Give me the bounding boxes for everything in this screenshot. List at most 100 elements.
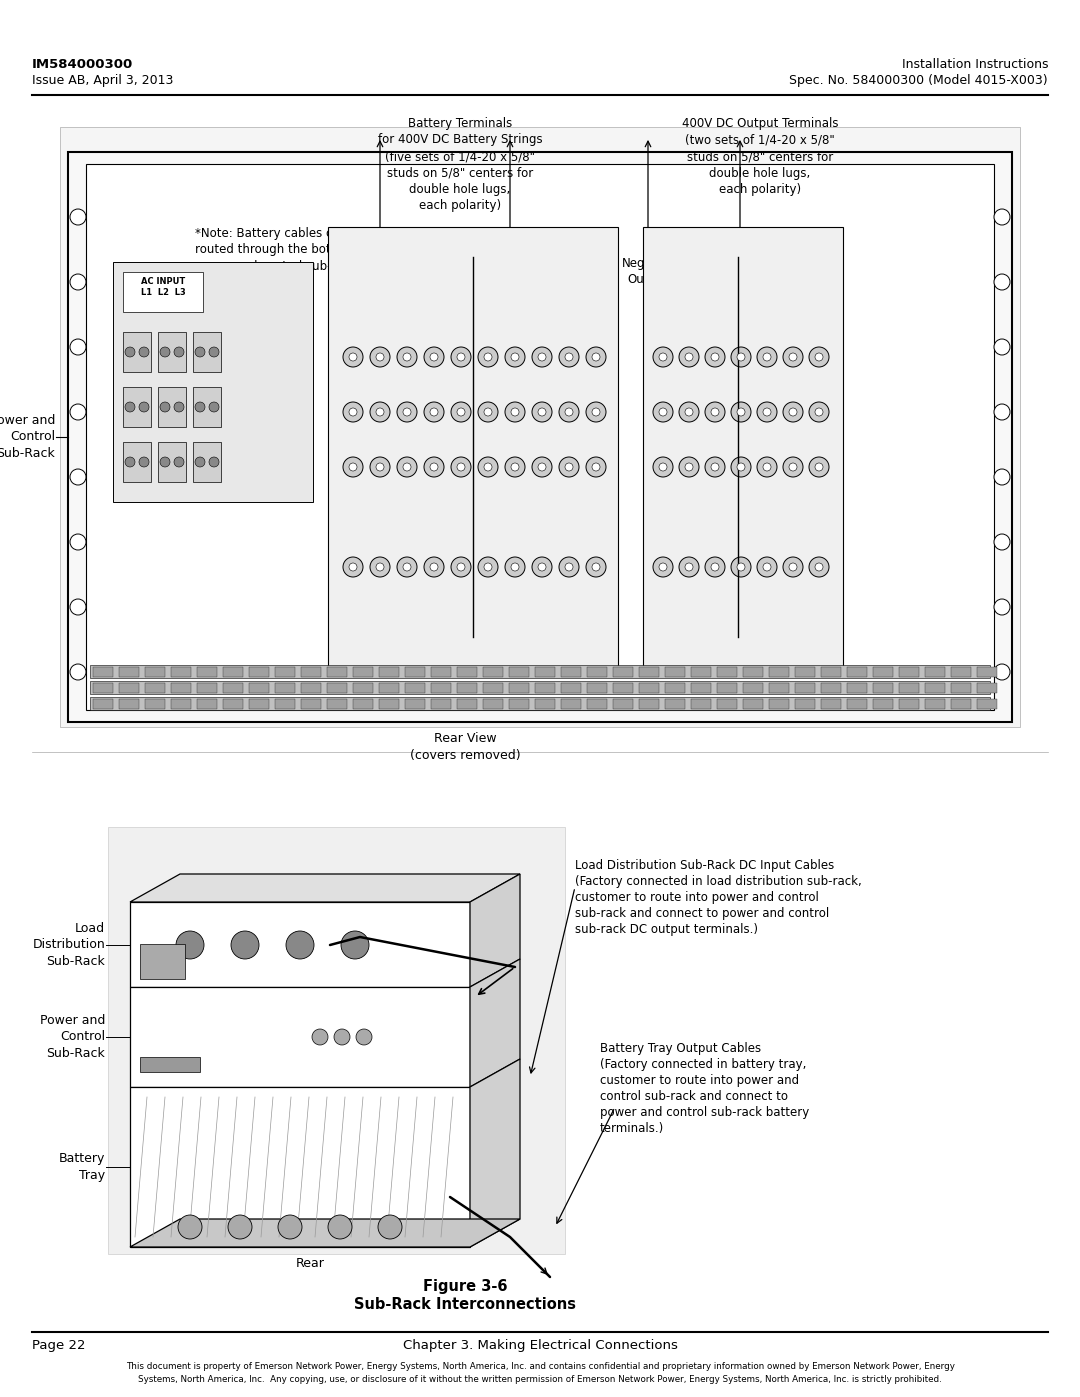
Circle shape (653, 346, 673, 367)
Circle shape (424, 557, 444, 577)
Circle shape (370, 346, 390, 367)
Bar (197, 698, 217, 710)
Circle shape (538, 408, 546, 416)
Circle shape (731, 457, 751, 476)
Text: Systems, North America, Inc.  Any copying, use, or disclosure of it without the : Systems, North America, Inc. Any copying… (138, 1375, 942, 1384)
Bar (588, 666, 607, 678)
Circle shape (70, 664, 86, 680)
Circle shape (653, 457, 673, 476)
Bar (327, 683, 347, 693)
Bar (899, 698, 919, 710)
Circle shape (994, 210, 1010, 225)
Bar (93, 683, 113, 693)
Text: Load Distribution Sub-Rack DC Input Cables: Load Distribution Sub-Rack DC Input Cabl… (575, 859, 834, 872)
Bar (171, 683, 191, 693)
Circle shape (70, 534, 86, 550)
Text: Battery Tray Output Cables: Battery Tray Output Cables (600, 1042, 761, 1055)
Bar (123, 272, 203, 312)
Circle shape (565, 563, 573, 571)
Bar (158, 332, 186, 372)
Text: Positive
Output: Positive Output (717, 257, 762, 286)
Bar (951, 698, 971, 710)
Polygon shape (470, 1059, 519, 1248)
Text: Sub-Rack Interconnections: Sub-Rack Interconnections (354, 1296, 576, 1312)
Circle shape (705, 346, 725, 367)
Bar (743, 683, 762, 693)
Bar (665, 698, 685, 710)
Bar (691, 698, 711, 710)
Bar (379, 698, 399, 710)
Circle shape (511, 353, 519, 360)
Circle shape (451, 457, 471, 476)
Circle shape (731, 346, 751, 367)
Bar (873, 698, 893, 710)
Circle shape (809, 346, 829, 367)
Text: (Factory connected in battery tray,
customer to route into power and
control sub: (Factory connected in battery tray, cust… (600, 1058, 809, 1134)
Circle shape (376, 563, 384, 571)
Circle shape (809, 402, 829, 422)
Bar (90, 697, 990, 710)
Circle shape (809, 557, 829, 577)
Bar (108, 827, 565, 1255)
Circle shape (378, 1215, 402, 1239)
Circle shape (478, 346, 498, 367)
Bar (509, 666, 529, 678)
Polygon shape (470, 958, 519, 1087)
Circle shape (679, 402, 699, 422)
Bar (379, 666, 399, 678)
Circle shape (343, 457, 363, 476)
Circle shape (653, 557, 673, 577)
Text: Issue AB, April 3, 2013: Issue AB, April 3, 2013 (32, 74, 174, 87)
Bar (535, 666, 555, 678)
Circle shape (356, 1030, 372, 1045)
Circle shape (783, 346, 804, 367)
Text: Installation Instructions: Installation Instructions (902, 59, 1048, 71)
Polygon shape (130, 902, 470, 988)
Circle shape (511, 462, 519, 471)
Text: Rear: Rear (296, 1257, 324, 1270)
Bar (145, 666, 165, 678)
Circle shape (403, 462, 411, 471)
Circle shape (559, 557, 579, 577)
Bar (431, 683, 451, 693)
Circle shape (711, 408, 719, 416)
Bar (90, 680, 990, 694)
Text: Power and
Control
Sub-Rack: Power and Control Sub-Rack (40, 1014, 105, 1060)
Bar (197, 683, 217, 693)
Circle shape (160, 346, 170, 358)
Circle shape (809, 457, 829, 476)
Bar (119, 698, 139, 710)
Bar (977, 698, 997, 710)
Circle shape (505, 557, 525, 577)
Circle shape (565, 353, 573, 360)
Bar (123, 387, 151, 427)
Bar (301, 683, 321, 693)
Bar (353, 698, 373, 710)
Circle shape (592, 563, 600, 571)
Bar (665, 666, 685, 678)
Bar (113, 263, 313, 502)
Circle shape (457, 563, 465, 571)
Circle shape (994, 339, 1010, 355)
Bar (327, 698, 347, 710)
Circle shape (705, 557, 725, 577)
Circle shape (538, 563, 546, 571)
Bar (951, 666, 971, 678)
Circle shape (511, 408, 519, 416)
Circle shape (762, 563, 771, 571)
Circle shape (125, 346, 135, 358)
Bar (193, 332, 221, 372)
Circle shape (783, 402, 804, 422)
Circle shape (731, 402, 751, 422)
Circle shape (176, 930, 204, 958)
Text: Power and
Control
Sub-Rack: Power and Control Sub-Rack (0, 414, 55, 460)
Bar (588, 683, 607, 693)
Circle shape (592, 353, 600, 360)
Circle shape (278, 1215, 302, 1239)
Circle shape (994, 599, 1010, 615)
Bar (873, 683, 893, 693)
Circle shape (195, 457, 205, 467)
Circle shape (711, 563, 719, 571)
Text: Negative
Output: Negative Output (621, 257, 675, 286)
Bar (140, 944, 185, 979)
